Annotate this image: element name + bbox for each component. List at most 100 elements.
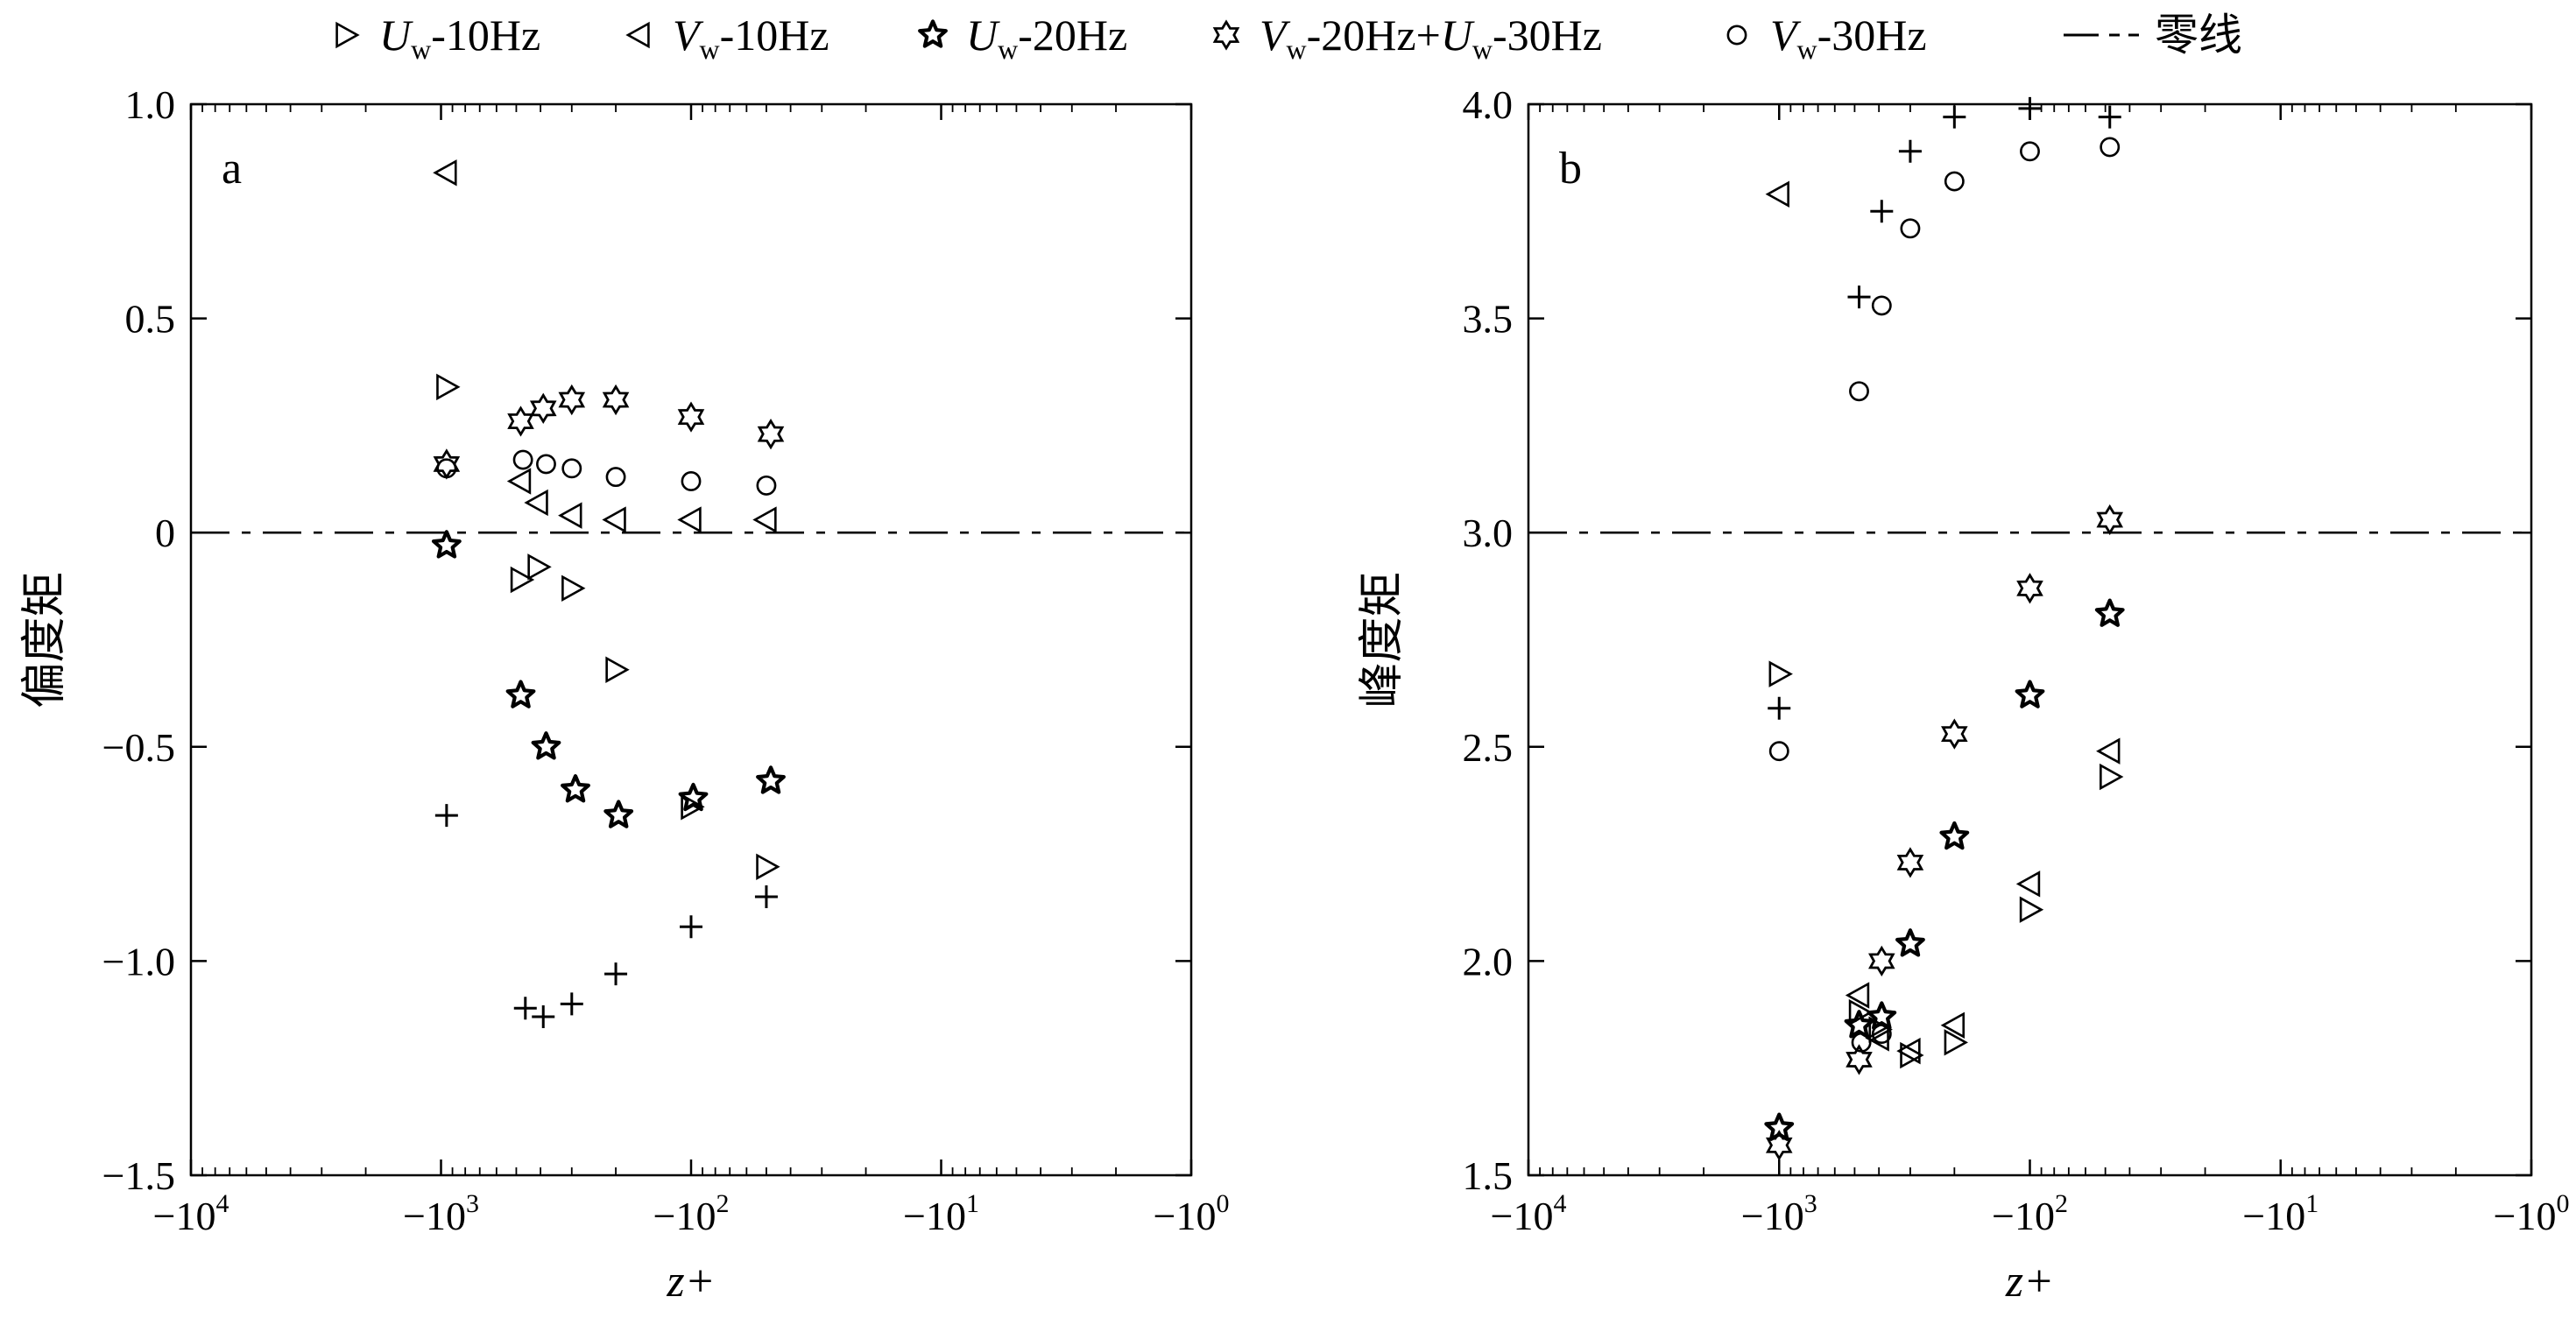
data-point-vw20uw30	[677, 401, 705, 433]
data-point-plus	[434, 804, 458, 828]
legend-label-vw30: Vw-30Hz	[1770, 11, 1927, 65]
series-vw30	[1768, 137, 2121, 1053]
data-point-vw30	[605, 467, 626, 488]
y-axis: 1.5 2.0 2.5 3.0 3.5 4.0	[1463, 82, 2531, 1198]
x-tick-label: −102	[1992, 1189, 2068, 1238]
data-point-uw10	[2019, 896, 2044, 923]
plot-frame	[1527, 102, 2533, 1177]
legend-item-vw30: Vw-30Hz	[1726, 11, 1927, 65]
data-point-plus	[513, 997, 537, 1020]
data-point-vw10	[524, 489, 548, 517]
data-point-plus	[1943, 105, 1966, 129]
x-axis: −104 −103 −102 −101 −100	[1491, 104, 2570, 1238]
data-point-uw20	[756, 765, 786, 794]
data-point-plus	[2018, 96, 2042, 120]
y-tick-label: 4.0	[1463, 82, 1514, 127]
legend-label-vw10: Vw-10Hz	[673, 11, 829, 65]
legend-marker-vw20uw30	[1212, 19, 1240, 51]
data-point-vw20uw30	[1765, 1130, 1793, 1161]
series-uw10	[436, 373, 780, 880]
x-tick-label: −101	[2242, 1189, 2318, 1238]
data-point-uw20	[1895, 928, 1925, 957]
series-vw10	[1765, 180, 2121, 1065]
panel-label: a	[222, 144, 242, 194]
data-point-vw20uw30	[602, 384, 630, 416]
legend-marker-uw10	[335, 21, 360, 49]
panel-a: −104 −103 −102 −101 −100 z+ −1.5 −1.0 −0.5 0 0.5 1.…	[20, 82, 1229, 1307]
data-point-vw10	[2096, 737, 2121, 765]
series-plus	[434, 804, 778, 1028]
data-point-uw20	[531, 731, 561, 760]
data-point-vw20uw30	[1941, 718, 1968, 750]
series-vw30	[436, 449, 777, 496]
data-point-vw30	[561, 458, 582, 479]
data-point-uw20	[1764, 1112, 1795, 1141]
data-point-vw10	[433, 159, 457, 187]
data-point-vw10	[1865, 1025, 1889, 1052]
series-vw20uw30	[1765, 504, 2124, 1161]
x-tick-label: −100	[2494, 1189, 2570, 1238]
series-uw20	[1764, 598, 2125, 1141]
data-point-vw30	[2100, 137, 2121, 158]
y-tick-label: −0.5	[102, 725, 175, 770]
data-point-uw10	[756, 853, 780, 880]
data-point-vw10	[2015, 870, 2041, 898]
data-point-vw10	[1845, 982, 1870, 1009]
legend-marker-vw10	[625, 21, 650, 49]
data-point-plus	[754, 885, 778, 909]
data-point-uw10	[1944, 1029, 1969, 1056]
data-point-vw30	[1871, 295, 1892, 316]
data-point-vw20uw30	[1868, 945, 1895, 977]
legend-item-uw20: Uw-20Hz	[918, 11, 1127, 65]
y-tick-label: 1.0	[125, 82, 176, 127]
data-point-uw10	[1768, 660, 1793, 687]
legend-marker-uw20	[918, 19, 948, 48]
data-point-uw20	[431, 530, 462, 559]
data-point-plus	[1847, 285, 1871, 309]
data-point-vw10	[558, 502, 582, 529]
panel-label: b	[1559, 144, 1582, 194]
data-point-uw10	[436, 373, 461, 401]
data-point-vw30	[756, 475, 777, 496]
data-point-vw10	[1940, 1011, 1966, 1039]
series-uw10	[1768, 660, 2124, 1069]
data-point-vw30	[1900, 218, 1921, 239]
data-point-plus	[604, 962, 628, 986]
data-point-uw10	[2100, 763, 2124, 791]
series-vw10	[433, 159, 777, 533]
data-point-plus	[560, 992, 583, 1016]
y-tick-label: −1.0	[102, 939, 175, 983]
x-tick-label: −104	[1491, 1189, 1567, 1238]
legend-marker-vw30	[1726, 25, 1747, 46]
data-point-uw10	[561, 574, 586, 603]
data-point-vw10	[602, 506, 626, 533]
data-point-vw20uw30	[1896, 847, 1924, 878]
data-point-uw20	[603, 800, 634, 828]
data-point-plus	[2098, 105, 2121, 129]
legend-label-zero: 零线	[2155, 11, 2242, 60]
data-point-vw30	[512, 449, 533, 470]
data-point-uw20	[505, 680, 536, 708]
data-point-vw10	[752, 506, 777, 533]
series-plus	[1768, 96, 2121, 720]
data-point-vw20uw30	[757, 419, 785, 450]
data-point-vw30	[1851, 1032, 1872, 1053]
x-axis: −104 −103 −102 −101 −100	[153, 104, 1229, 1238]
data-point-uw20	[1867, 1001, 1897, 1030]
legend-label-vw20uw30: Vw-20Hz+Uw-30Hz	[1260, 11, 1602, 65]
data-point-uw10	[1900, 1041, 1924, 1069]
data-point-vw20uw30	[1846, 1044, 1873, 1075]
data-point-vw10	[506, 468, 532, 495]
data-point-uw20	[561, 774, 590, 803]
x-axis-label: z+	[2005, 1257, 2054, 1307]
data-point-plus	[1870, 200, 1894, 223]
x-tick-label: −104	[153, 1189, 229, 1238]
data-point-uw20	[1939, 821, 1970, 850]
plot-frame	[189, 102, 1193, 1177]
data-point-uw20	[1844, 1010, 1874, 1039]
series-uw20	[431, 530, 786, 828]
legend: Uw-10Hz Vw-10Hz Uw-20Hz Vw-20Hz+Uw-30Hz Vw-3…	[335, 11, 2242, 65]
data-point-vw30	[1768, 741, 1789, 762]
y-axis-label: 峰度矩	[1358, 571, 1408, 708]
